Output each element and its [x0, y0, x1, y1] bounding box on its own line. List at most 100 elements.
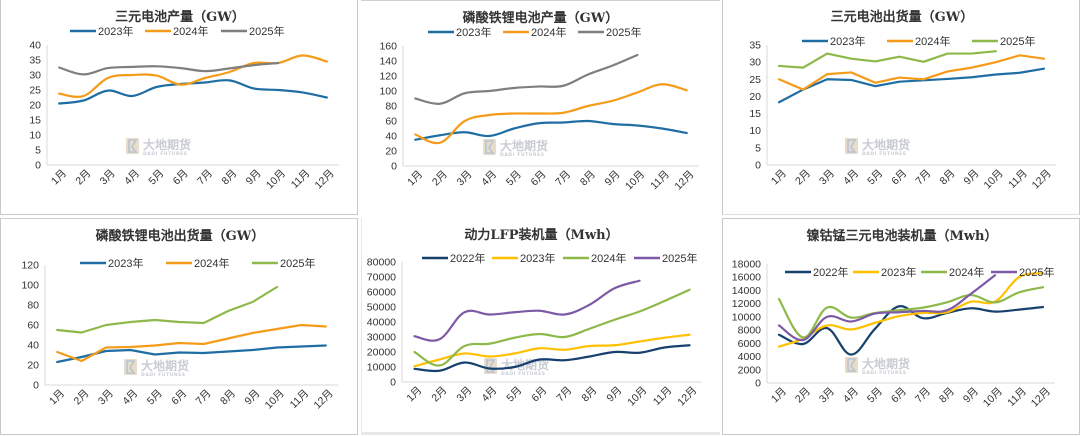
legend-item-2024: 2024年: [921, 265, 984, 279]
x-tick-label: 7月: [195, 167, 215, 187]
x-tick-label: 9月: [604, 384, 624, 404]
legend-item-2025: 2025年: [578, 25, 641, 39]
x-tick-label: 6月: [529, 384, 549, 404]
y-tick-label: 0: [390, 377, 396, 389]
y-tick-label: 10000: [367, 362, 396, 374]
y-tick-label: 80: [385, 101, 397, 113]
x-tick-label: 11月: [648, 168, 672, 192]
y-tick-label: 10: [29, 130, 41, 142]
series-line-2023: [414, 119, 688, 141]
y-tick-label: 5: [35, 145, 41, 157]
x-tick-label: 6月: [169, 387, 189, 407]
x-tick-label: 10月: [981, 385, 1005, 409]
legend-item-2025: 2025年: [252, 256, 315, 270]
x-tick-label: 2月: [71, 387, 91, 407]
x-tick-label: 1月: [404, 384, 424, 404]
y-tick-label: 12000: [732, 298, 761, 310]
x-tick-label: 8月: [937, 167, 957, 187]
x-tick-label: 1月: [47, 387, 67, 407]
x-tick-label: 8月: [219, 167, 239, 187]
x-tick-label: 1月: [405, 168, 425, 188]
legend-item-2025: 2025年: [972, 34, 1035, 48]
x-tick-label: 10月: [263, 387, 287, 411]
series-line-2023: [777, 67, 1046, 104]
series-line-2023: [413, 333, 691, 368]
series-line-2025: [414, 53, 639, 105]
series-line-2022: [413, 344, 691, 373]
y-tick-label: 20: [27, 360, 39, 372]
y-tick-label: 5: [755, 142, 761, 154]
y-tick-label: 4000: [738, 351, 762, 363]
y-tick-label: 120: [379, 71, 397, 83]
x-tick-label: 7月: [553, 168, 573, 188]
series-line-2023: [777, 272, 1045, 348]
series-line-2025: [58, 61, 280, 76]
x-tick-label: 12月: [313, 167, 337, 191]
x-tick-label: 6月: [889, 167, 909, 187]
legend-label: 2025年: [1000, 34, 1035, 48]
dadi-logo-icon: [484, 358, 497, 374]
y-tick-label: 40: [27, 340, 39, 352]
x-tick-label: 11月: [1005, 385, 1029, 409]
y-tick-label: 0: [755, 378, 761, 390]
series-line-2024: [413, 288, 691, 367]
y-tick-label: 50000: [367, 302, 396, 314]
x-tick-label: 4月: [479, 384, 499, 404]
watermark-text-en: DADI FUTURES: [500, 152, 545, 158]
y-tick-label: 20: [385, 146, 397, 158]
y-tick-label: 15: [749, 108, 761, 120]
legend-label: 2023年: [881, 265, 916, 279]
y-tick-label: 14000: [732, 285, 761, 297]
y-tick-label: 0: [35, 160, 41, 172]
x-tick-label: 2月: [429, 384, 449, 404]
y-tick-label: 30: [29, 70, 41, 82]
legend-item-2023: 2023年: [70, 24, 133, 38]
x-tick-label: 8月: [579, 384, 599, 404]
legend-label: 2022年: [450, 251, 485, 265]
y-tick-label: 0: [755, 160, 761, 172]
legend-item-2023: 2023年: [492, 251, 555, 265]
legend-item-2023: 2023年: [80, 256, 143, 270]
x-tick-label: 2月: [73, 167, 93, 187]
legend-item-2024: 2024年: [145, 24, 208, 38]
legend-label: 2024年: [194, 256, 229, 270]
watermark-text-cn: 大地期货: [500, 138, 548, 153]
x-tick-label: 7月: [913, 385, 933, 405]
x-tick-label: 5月: [504, 168, 524, 188]
watermark-text-cn: 大地期货: [143, 137, 191, 152]
legend-label: 2025年: [606, 25, 641, 39]
x-tick-label: 11月: [288, 387, 312, 411]
x-tick-label: 8月: [578, 168, 598, 188]
x-tick-label: 10月: [625, 384, 649, 408]
x-tick-label: 2月: [430, 168, 450, 188]
x-tick-label: 4月: [122, 167, 142, 187]
dadi-logo-icon: [126, 138, 139, 154]
series-line-2025: [56, 285, 279, 334]
legend-item-2024: 2024年: [503, 25, 566, 39]
y-tick-label: 35: [749, 40, 761, 52]
legend-label: 2023年: [830, 34, 865, 48]
y-tick-label: 120: [21, 260, 39, 272]
watermark-text-cn: 大地期货: [141, 358, 189, 373]
chart-panel-ternary-production: 三元电池产量（GW） 大地期货 DADI FUTURES 0 5 10 15 20 25 30 35…: [0, 0, 358, 215]
chart-title: 三元电池出货量（GW）: [831, 9, 974, 25]
legend-label: 2025年: [249, 24, 284, 38]
x-tick-label: 10月: [264, 167, 288, 191]
chart-title: 镍钴锰三元电池装机量（Mwh）: [806, 228, 997, 244]
legend-item-2025: 2025年: [634, 251, 697, 265]
watermark-text-en: DADI FUTURES: [501, 371, 546, 377]
y-tick-label: 2000: [738, 364, 762, 376]
y-tick-label: 160: [379, 41, 397, 53]
legend-item-2024: 2024年: [563, 251, 626, 265]
y-tick-label: 10000: [732, 311, 761, 323]
legend-label: 2023年: [98, 24, 133, 38]
y-tick-label: 100: [379, 86, 397, 98]
y-tick-label: 60000: [367, 287, 396, 299]
y-tick-label: 80: [27, 300, 39, 312]
y-tick-label: 0: [391, 161, 397, 173]
